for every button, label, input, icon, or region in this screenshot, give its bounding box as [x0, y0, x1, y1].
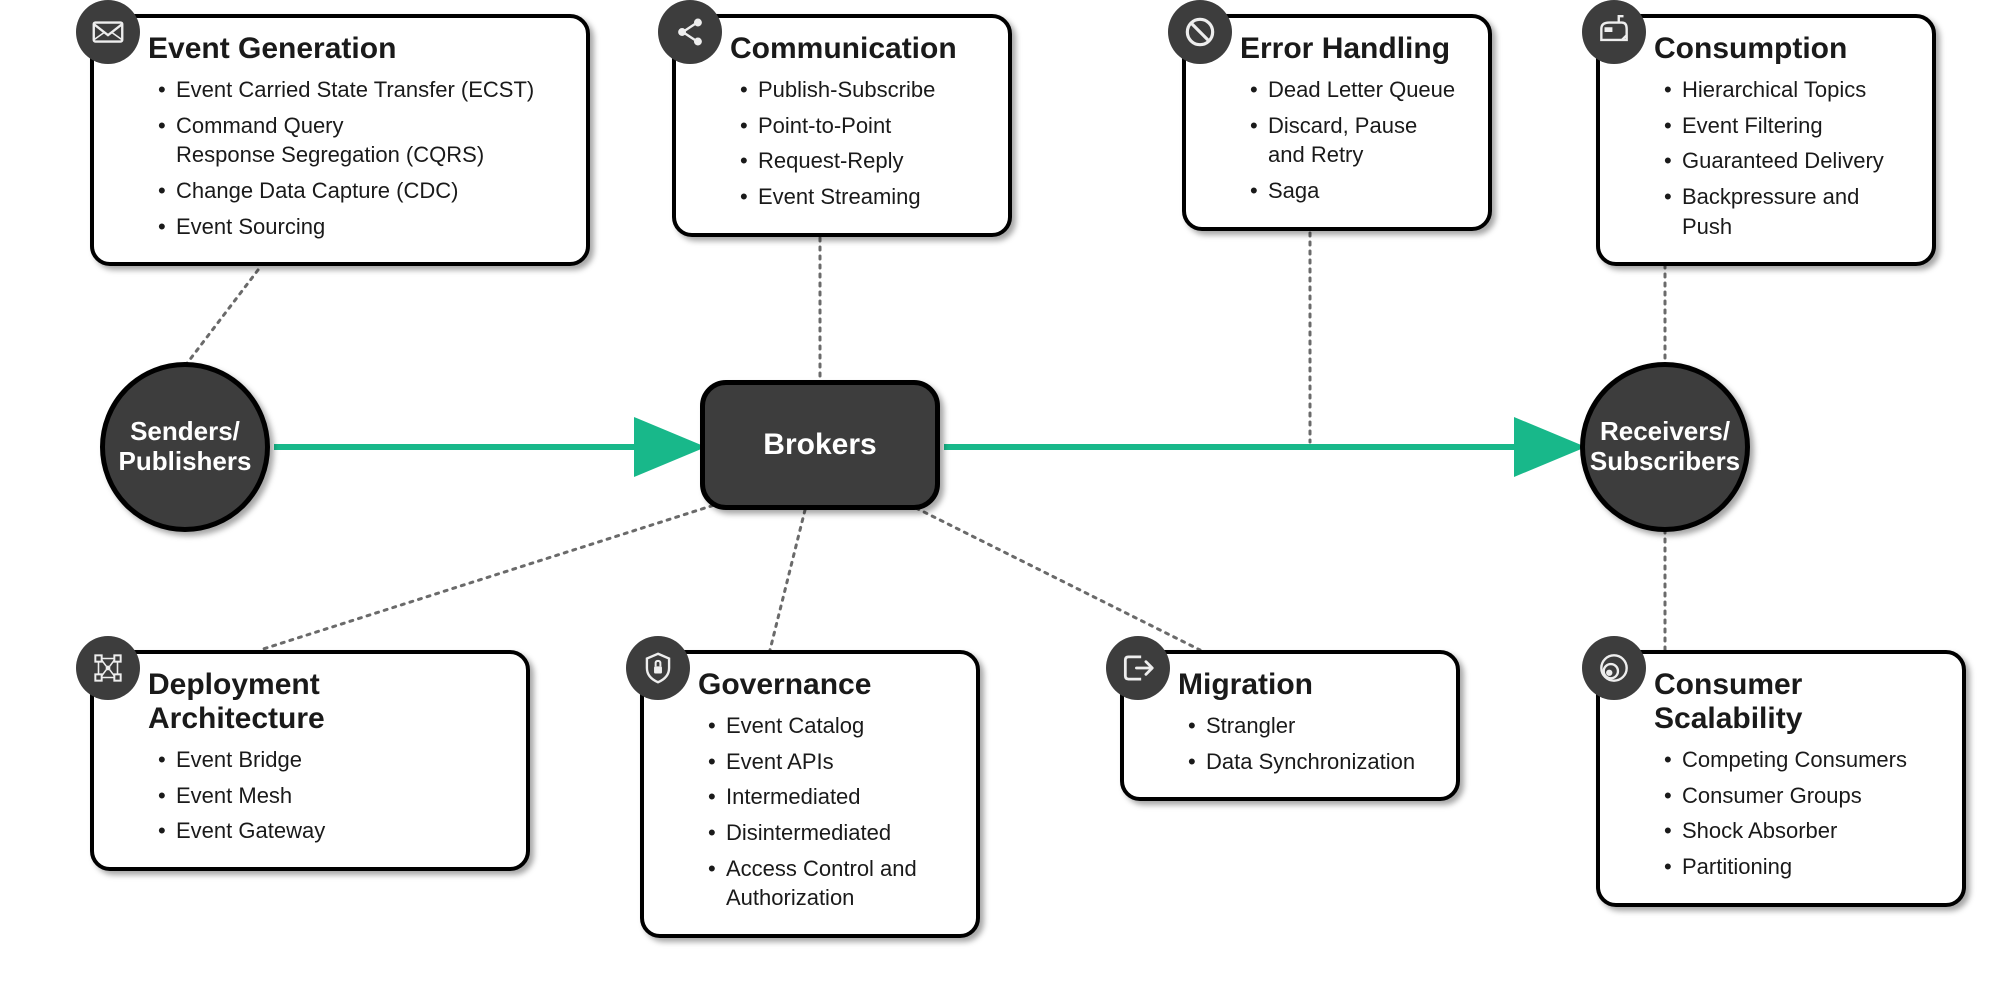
mailbox-icon — [1582, 0, 1646, 64]
node-senders-publishers: Senders/Publishers — [100, 362, 270, 532]
card-item: Event Filtering — [1664, 108, 1908, 144]
circles-icon — [1582, 636, 1646, 700]
card-item: Hierarchical Topics — [1664, 72, 1908, 108]
card-item: Access Control andAuthorization — [708, 851, 952, 916]
card-item: Consumer Groups — [1664, 778, 1938, 814]
card-title: Communication — [730, 32, 984, 66]
card-items: Event Carried State Transfer (ECST)Comma… — [152, 72, 562, 244]
node-brokers: Brokers — [700, 380, 940, 510]
card-event-generation: Event Generation Event Carried State Tran… — [90, 14, 590, 266]
card-item: Disintermediated — [708, 815, 952, 851]
card-items: Dead Letter QueueDiscard, Pauseand Retry… — [1244, 72, 1464, 209]
card-item: Discard, Pauseand Retry — [1250, 108, 1464, 173]
card-item: Guaranteed Delivery — [1664, 143, 1908, 179]
card-items: Competing ConsumersConsumer GroupsShock … — [1658, 742, 1938, 885]
card-title: Consumption — [1654, 32, 1908, 66]
card-item: Command QueryResponse Segregation (CQRS) — [158, 108, 562, 173]
share-icon — [658, 0, 722, 64]
card-title: Error Handling — [1240, 32, 1464, 66]
card-item: Publish-Subscribe — [740, 72, 984, 108]
card-item: Event APIs — [708, 744, 952, 780]
card-item: Request-Reply — [740, 143, 984, 179]
card-item: Partitioning — [1664, 849, 1938, 885]
node-label: Brokers — [763, 428, 876, 462]
card-item: Shock Absorber — [1664, 813, 1938, 849]
node-label: Receivers/Subscribers — [1590, 417, 1740, 477]
card-items: Event BridgeEvent MeshEvent Gateway — [152, 742, 502, 849]
card-migration: Migration StranglerData Synchronization — [1120, 650, 1460, 801]
node-receivers-subscribers: Receivers/Subscribers — [1580, 362, 1750, 532]
card-item: Event Gateway — [158, 813, 502, 849]
card-item: Event Mesh — [158, 778, 502, 814]
envelope-icon — [76, 0, 140, 64]
dotted-connector — [900, 500, 1200, 650]
dotted-connector — [185, 270, 258, 366]
node-label: Senders/Publishers — [119, 417, 252, 477]
card-item: Dead Letter Queue — [1250, 72, 1464, 108]
card-item: Saga — [1250, 173, 1464, 209]
card-error-handling: Error Handling Dead Letter QueueDiscard, … — [1182, 14, 1492, 231]
card-item: Data Synchronization — [1188, 744, 1432, 780]
dotted-connector — [260, 500, 730, 650]
card-items: StranglerData Synchronization — [1182, 708, 1432, 779]
dotted-connector — [770, 510, 805, 650]
card-title: Governance — [698, 668, 952, 702]
card-governance: Governance Event CatalogEvent APIsInterme… — [640, 650, 980, 938]
card-item: Event Sourcing — [158, 209, 562, 245]
card-items: Hierarchical TopicsEvent FilteringGuaran… — [1658, 72, 1908, 244]
card-title: Deployment Architecture — [148, 668, 502, 736]
card-items: Publish-SubscribePoint-to-PointRequest-R… — [734, 72, 984, 215]
card-item: Event Carried State Transfer (ECST) — [158, 72, 562, 108]
exit-icon — [1106, 636, 1170, 700]
card-item: Event Streaming — [740, 179, 984, 215]
card-item: Backpressure and Push — [1664, 179, 1908, 244]
card-title: Event Generation — [148, 32, 562, 66]
card-items: Event CatalogEvent APIsIntermediatedDisi… — [702, 708, 952, 916]
card-item: Change Data Capture (CDC) — [158, 173, 562, 209]
card-deployment-architecture: Deployment ArchitectureEvent BridgeEvent… — [90, 650, 530, 871]
shield-icon — [626, 636, 690, 700]
card-item: Point-to-Point — [740, 108, 984, 144]
card-title: Migration — [1178, 668, 1432, 702]
card-communication: Communication Publish-SubscribePoint-to-P… — [672, 14, 1012, 237]
card-consumption: Consumption Hierarchical TopicsEvent Filt… — [1596, 14, 1936, 266]
ban-icon — [1168, 0, 1232, 64]
card-item: Intermediated — [708, 779, 952, 815]
arch-icon — [76, 636, 140, 700]
card-item: Event Catalog — [708, 708, 952, 744]
card-title: Consumer Scalability — [1654, 668, 1938, 736]
card-item: Strangler — [1188, 708, 1432, 744]
card-item: Competing Consumers — [1664, 742, 1938, 778]
card-item: Event Bridge — [158, 742, 502, 778]
card-consumer-scalability: Consumer ScalabilityCompeting ConsumersC… — [1596, 650, 1966, 907]
